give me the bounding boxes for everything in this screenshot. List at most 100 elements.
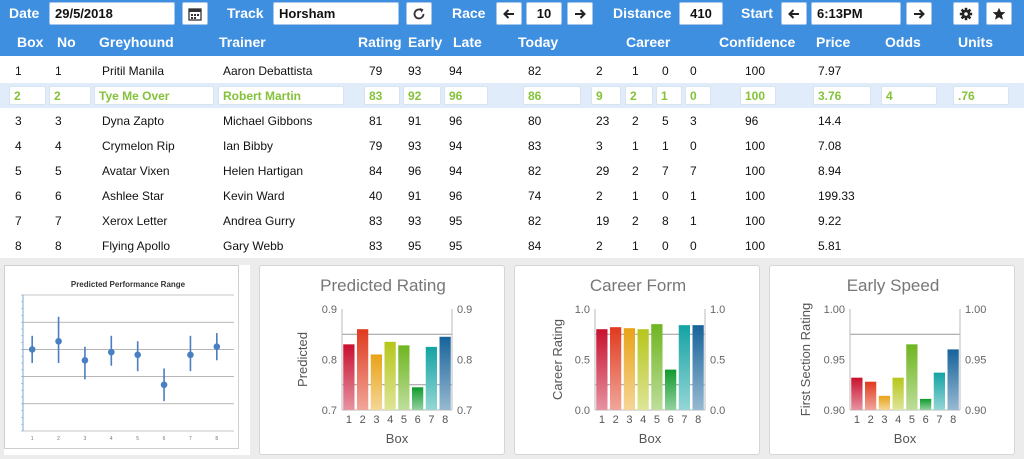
predicted-rating-panel: Predicted Rating 1 2 3 4 5 6 7 8 0.7 0.7 0.8 0.8 0.9 0… (259, 265, 505, 455)
cell-career-wins: 1 (632, 139, 639, 153)
x-tick-label: 4 (110, 436, 113, 442)
cell-greyhound: Pritil Manila (102, 64, 165, 78)
point-box-5 (134, 351, 141, 359)
star-icon (992, 7, 1006, 20)
cell-price: 8.94 (818, 164, 842, 178)
cell-confidence: 100 (745, 214, 766, 228)
cell-today: 74 (528, 189, 542, 203)
bar-box-7 (678, 325, 690, 410)
cell-greyhound: Ashlee Star (102, 189, 165, 203)
performance-range-panel: Predicted Performance Range 1 2 3 4 5 6 7 8 (4, 265, 250, 455)
distance-input[interactable]: 410 (679, 2, 723, 25)
gear-icon (959, 7, 973, 20)
cell-career-seconds: 8 (662, 214, 669, 228)
bar-box-8 (439, 336, 451, 410)
cell-trainer: Andrea Gurry (223, 214, 296, 228)
point-box-7 (187, 351, 194, 359)
table-row[interactable]: 5 5 Avatar Vixen Helen Hartigan 84 96 94… (0, 158, 1024, 183)
cell-rating: 84 (369, 164, 383, 178)
cell-greyhound: Tye Me Over (94, 86, 214, 105)
y-tick-label-right: 0.9 (457, 304, 472, 316)
cell-career-seconds: 0 (662, 64, 669, 78)
bar-box-5 (906, 344, 918, 410)
chart-title: Predicted Performance Range (71, 280, 186, 289)
col-today[interactable]: Today (518, 34, 559, 50)
table-row[interactable]: 4 4 Crymelon Rip Ian Bibby 79 93 94 83 3… (0, 133, 1024, 158)
start-label: Start (741, 5, 773, 21)
x-tick-label: 6 (163, 436, 166, 442)
track-label: Track (227, 5, 264, 21)
cell-confidence: 100 (745, 64, 766, 78)
x-tick-label: 5 (136, 436, 139, 442)
cell-confidence: 100 (745, 164, 766, 178)
cell-today: 86 (523, 86, 581, 105)
col-trainer[interactable]: Trainer (219, 34, 266, 50)
col-no[interactable]: No (57, 34, 76, 50)
col-odds[interactable]: Odds (885, 34, 921, 50)
date-picker-button[interactable] (182, 2, 208, 25)
calendar-icon (188, 7, 202, 21)
cell-late: 95 (449, 239, 463, 253)
cell-no: 8 (55, 239, 62, 253)
start-time-input[interactable]: 6:13PM (811, 2, 901, 25)
col-greyhound[interactable]: Greyhound (99, 34, 174, 50)
col-units[interactable]: Units (958, 34, 993, 50)
cell-career-thirds: 1 (690, 214, 697, 228)
arrow-right-icon (914, 8, 925, 19)
point-box-6 (160, 381, 168, 389)
col-price[interactable]: Price (816, 34, 851, 50)
col-confidence[interactable]: Confidence (719, 34, 796, 50)
col-box[interactable]: Box (17, 34, 44, 50)
cell-career-starts: 19 (596, 214, 610, 228)
cell-today: 82 (528, 214, 542, 228)
col-late[interactable]: Late (453, 34, 482, 50)
bar-box-2 (865, 381, 877, 410)
top-toolbar: Date 29/5/2018 Track Horsham Race 10 Dis (0, 0, 1024, 28)
table-header: Box No Greyhound Trainer Rating Early La… (0, 28, 1024, 56)
x-tick-label: 3 (373, 414, 379, 426)
col-early[interactable]: Early (408, 34, 443, 50)
cell-career-seconds: 0 (662, 239, 669, 253)
cell-price: 14.4 (818, 114, 842, 128)
table-row[interactable]: 6 6 Ashlee Star Kevin Ward 40 91 96 74 2… (0, 183, 1024, 208)
table-row[interactable]: 1 1 Pritil Manila Aaron Debattista 79 93… (0, 58, 1024, 83)
cell-odds: 4 (881, 86, 937, 105)
table-row[interactable]: 7 7 Xerox Letter Andrea Gurry 83 93 95 8… (0, 208, 1024, 233)
cell-career-starts: 2 (596, 189, 603, 203)
x-tick-label: 7 (189, 436, 192, 442)
y-tick-label: 0.95 (824, 355, 845, 367)
charts-area: Predicted Performance Range 1 2 3 4 5 6 7 8 Pred… (0, 258, 1024, 459)
table-row-selected[interactable]: 2 2 Tye Me Over Robert Martin 83 92 96 8… (0, 83, 1024, 108)
x-tick-label: 1 (854, 414, 860, 426)
chart-title: Career Form (590, 276, 686, 295)
race-next-button[interactable] (567, 2, 593, 25)
cell-career-starts: 29 (596, 164, 610, 178)
y-tick-label-right: 0.8 (457, 355, 472, 367)
cell-career-wins: 2 (625, 86, 653, 105)
table-row[interactable]: 8 8 Flying Apollo Gary Webb 83 95 95 84 … (0, 233, 1024, 258)
race-number-input[interactable]: 10 (526, 2, 562, 25)
date-input[interactable]: 29/5/2018 (49, 2, 175, 25)
table-row[interactable]: 3 3 Dyna Zapto Michael Gibbons 81 91 96 … (0, 108, 1024, 133)
race-prev-button[interactable] (496, 2, 522, 25)
start-next-button[interactable] (906, 2, 932, 25)
y-tick-label: 0.8 (322, 355, 337, 367)
col-career[interactable]: Career (626, 34, 671, 50)
cell-early: 91 (408, 114, 422, 128)
y-tick-label-right: 0.95 (965, 355, 986, 367)
y-tick-label: 0.7 (322, 405, 337, 417)
cell-career-thirds: 0 (690, 64, 697, 78)
favourite-button[interactable] (986, 2, 1012, 25)
start-prev-button[interactable] (781, 2, 807, 25)
cell-no: 7 (55, 214, 62, 228)
refresh-icon (413, 7, 425, 19)
track-input[interactable]: Horsham (273, 2, 399, 25)
cell-early: 93 (408, 139, 422, 153)
settings-button[interactable] (953, 2, 979, 25)
cell-greyhound: Flying Apollo (102, 239, 171, 253)
y-tick-label: 0.9 (322, 304, 337, 316)
x-tick-label: 3 (626, 414, 632, 426)
performance-range-chart: Predicted Performance Range 1 2 3 4 5 6 7 8 (4, 265, 239, 449)
col-rating[interactable]: Rating (358, 34, 402, 50)
refresh-button[interactable] (406, 2, 432, 25)
